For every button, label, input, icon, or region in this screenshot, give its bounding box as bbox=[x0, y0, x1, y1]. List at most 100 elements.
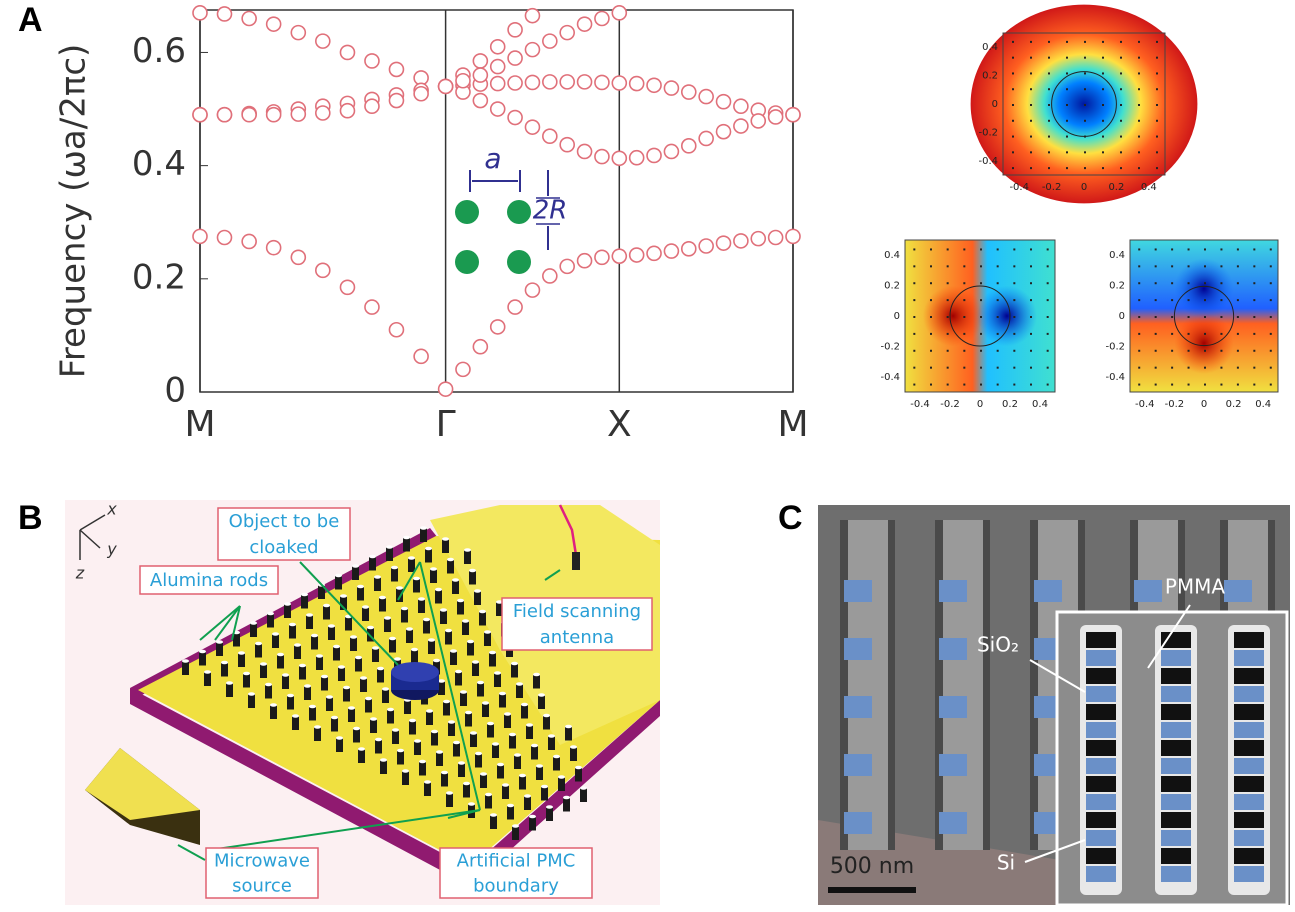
field-arrow bbox=[946, 316, 949, 318]
alumina-rod bbox=[499, 693, 506, 708]
alumina-rod bbox=[424, 782, 431, 796]
sio2-block bbox=[1161, 830, 1191, 846]
rod-top bbox=[445, 628, 452, 633]
field-arrow bbox=[1156, 135, 1158, 138]
field-arrow bbox=[1138, 248, 1141, 251]
alumina-rod bbox=[204, 672, 211, 686]
band-marker bbox=[576, 143, 593, 160]
map-tick-label: 0.4 bbox=[1032, 399, 1048, 410]
callout-label: Alumina rods bbox=[150, 570, 268, 591]
map-tick-label: -0.2 bbox=[1165, 399, 1185, 410]
band-marker bbox=[594, 10, 610, 27]
field-arrow bbox=[1030, 248, 1032, 251]
field-arrow bbox=[1156, 40, 1158, 43]
rod-top bbox=[467, 639, 474, 644]
field-arrow bbox=[1154, 265, 1157, 268]
alumina-rod bbox=[248, 694, 255, 708]
callout-label: Artificial PMC bbox=[457, 851, 576, 872]
map-tick-label: 0.2 bbox=[1109, 281, 1125, 292]
field-arrow bbox=[930, 316, 932, 318]
rod-top bbox=[299, 663, 306, 668]
field-arrow bbox=[1013, 349, 1016, 352]
rod-top bbox=[355, 655, 362, 660]
si-gap bbox=[1161, 740, 1191, 756]
rod-top bbox=[401, 606, 408, 611]
field-arrow bbox=[1120, 88, 1122, 91]
sio2-layer bbox=[939, 812, 967, 834]
axis-arrow bbox=[79, 529, 101, 549]
field-arrow bbox=[946, 248, 949, 251]
band-marker bbox=[576, 252, 593, 269]
alumina-rod bbox=[462, 621, 469, 635]
alumina-rod bbox=[458, 763, 465, 777]
rod-top bbox=[463, 781, 470, 786]
alumina-rod bbox=[392, 730, 399, 744]
alumina-rod bbox=[360, 678, 367, 692]
alumina-rod bbox=[445, 630, 452, 645]
field-arrow bbox=[963, 383, 966, 386]
band-marker bbox=[663, 243, 680, 259]
rod-top bbox=[238, 651, 245, 655]
alumina-rod bbox=[270, 705, 277, 719]
alumina-rod bbox=[338, 667, 345, 681]
rod-top bbox=[389, 636, 396, 641]
alumina-rod bbox=[440, 610, 447, 624]
axis-label: z bbox=[75, 564, 85, 583]
field-arrow bbox=[1048, 104, 1050, 106]
sio2-block bbox=[1161, 650, 1191, 666]
alumina-rod bbox=[406, 629, 413, 643]
si-gap bbox=[1234, 812, 1264, 828]
rod-top bbox=[370, 717, 377, 721]
rod-top bbox=[460, 690, 467, 694]
alumina-rod bbox=[450, 651, 457, 665]
rod-top bbox=[464, 548, 471, 552]
y-tick-label: 0.6 bbox=[132, 31, 186, 71]
inset-label: a bbox=[484, 142, 501, 175]
alumina-rod bbox=[380, 760, 387, 774]
rod-top bbox=[304, 684, 311, 688]
rod-top bbox=[497, 762, 504, 767]
rod-top bbox=[438, 679, 445, 683]
alumina-rod bbox=[464, 550, 471, 564]
sio2-layer bbox=[844, 580, 872, 602]
band-marker bbox=[594, 148, 610, 165]
si-gap bbox=[1161, 776, 1191, 792]
map-tick-label: -0.4 bbox=[910, 399, 930, 410]
band-marker bbox=[542, 74, 558, 90]
rod-top bbox=[353, 726, 360, 731]
field-arrow bbox=[1156, 72, 1158, 75]
rod-top bbox=[465, 710, 472, 715]
alumina-rod bbox=[431, 731, 438, 746]
alumina-rod bbox=[507, 805, 514, 820]
field-arrow bbox=[1030, 40, 1032, 43]
rod-top bbox=[267, 611, 274, 616]
rod-outline bbox=[1173, 285, 1235, 347]
field-map bbox=[970, 4, 1198, 204]
field-arrow bbox=[1269, 349, 1272, 352]
sio2-layer bbox=[844, 696, 872, 718]
field-arrow bbox=[1066, 40, 1068, 43]
rod-top bbox=[553, 754, 560, 759]
band-marker bbox=[646, 77, 662, 94]
field-arrow bbox=[913, 383, 916, 386]
field-arrow bbox=[1030, 56, 1032, 59]
field-arrow bbox=[1138, 366, 1141, 369]
sio2-layer bbox=[1034, 754, 1062, 776]
band-marker bbox=[216, 6, 233, 22]
field-arrow bbox=[1120, 119, 1122, 122]
alumina-rod bbox=[321, 676, 328, 691]
alumina-rod bbox=[457, 600, 464, 615]
field-arrow bbox=[1236, 349, 1239, 352]
map-frame bbox=[904, 239, 1056, 393]
rod-top bbox=[265, 682, 272, 687]
rod-top bbox=[519, 773, 526, 778]
sio2-layer bbox=[1224, 580, 1252, 602]
map-tick-label: 0 bbox=[1081, 182, 1087, 193]
alumina-rod bbox=[287, 695, 294, 710]
field-arrow bbox=[1084, 72, 1086, 75]
y-axis-label: Frequency (ωa/2πc) bbox=[54, 44, 94, 379]
label-box bbox=[501, 597, 653, 651]
field-arrow bbox=[1138, 56, 1140, 59]
pointer-arrow bbox=[199, 605, 241, 641]
